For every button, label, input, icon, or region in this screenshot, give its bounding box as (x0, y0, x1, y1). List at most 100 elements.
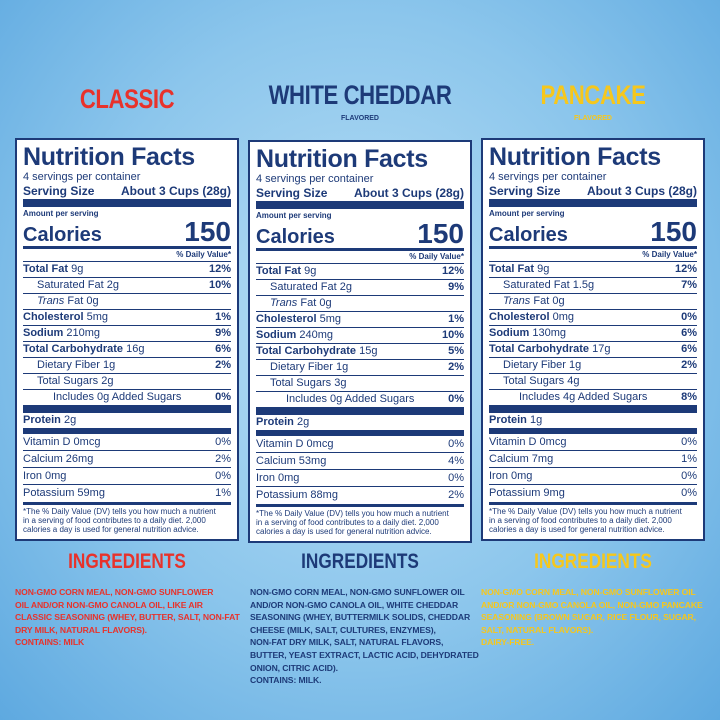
nutrient-dv: 12% (208, 263, 231, 275)
divider (256, 504, 464, 507)
nutrient-row: Total Carbohydrate 16g 6% (23, 341, 231, 357)
nutrient-row: Dietary Fiber 1g 2% (23, 357, 231, 373)
panel-subtitle: FLAVORED (341, 115, 379, 122)
vitamin-row: Potassium 59mg 1% (23, 484, 231, 501)
nutrient-row: Total Carbohydrate 15g 5% (256, 343, 464, 359)
amount-per: Amount per serving (256, 211, 332, 220)
ingredients-heading: INGREDIENTS (534, 550, 652, 573)
nutrient-label: Includes 0g Added Sugars (53, 391, 182, 403)
footnote-line: *The % Daily Value (DV) tells you how mu… (256, 509, 449, 518)
nutrient-label: Sodium (489, 327, 530, 339)
vitamin-name: Potassium 9mg (489, 485, 565, 501)
ingredients-line: NON-FAT DRY MILK, SALT, NATURAL FLAVORS, (250, 637, 444, 648)
nutrient-amount: 2g (296, 416, 310, 428)
dv-header: % Daily Value* (409, 252, 464, 261)
nutrient-name: Sodium 210mg (23, 326, 100, 341)
vitamin-name: Iron 0mg (489, 468, 532, 484)
divider (256, 201, 464, 209)
vitamin-label: Calcium (489, 453, 529, 465)
vitamin-name: Calcium 7mg (489, 451, 553, 467)
calories-row: Calories 150 (256, 220, 464, 249)
vitamin-amount: 53mg (298, 455, 327, 467)
ingredients-heading: INGREDIENTS (301, 550, 419, 573)
vitamin-label: Vitamin D (256, 438, 304, 450)
vitamin-label: Iron (489, 470, 508, 482)
serving-label: Serving Size (489, 184, 561, 198)
divider (256, 430, 464, 436)
serving-value: About 3 Cups (28g) (587, 184, 697, 198)
nutrient-dv: 5% (448, 345, 464, 357)
footnote: *The % Daily Value (DV) tells you how mu… (489, 507, 697, 534)
nutrient-name: Total Fat 9g (489, 262, 549, 277)
nutrient-label: Protein (256, 416, 294, 428)
nutrient-row: Total Fat 9g 12% (489, 261, 697, 277)
nutrient-dv: 10% (441, 329, 464, 341)
ingredients-line: AND/OR NON-GMO CANOLA OIL, WHITE CHEDDAR (250, 599, 459, 610)
nutrient-name: Cholesterol 5mg (256, 312, 341, 327)
nutrient-label: Trans (503, 295, 531, 307)
nutrient-amount: Fat 0g (67, 295, 99, 307)
nutrient-label: Saturated Fat (270, 281, 337, 293)
panel-subtitle: FLAVORED (574, 115, 612, 122)
divider (256, 407, 464, 415)
nutrient-name: Cholesterol 5mg (23, 310, 108, 325)
footnote-line: calories a day is used for general nutri… (256, 527, 432, 536)
divider (256, 248, 464, 251)
ingredients-line: NON-GMO CORN MEAL, NON-GMO SUNFLOWER OIL (250, 587, 465, 597)
vitamin-name: Iron 0mg (23, 468, 66, 484)
vitamin-label: Iron (256, 472, 275, 484)
nutrient-label: Dietary Fiber (37, 359, 100, 371)
nutrient-amount: 130mg (532, 327, 567, 339)
nutrient-row: Includes 0g Added Sugars 0% (23, 389, 231, 405)
nutrient-dv: 9% (215, 327, 231, 339)
nutrient-name: Total Carbohydrate 17g (489, 342, 610, 357)
divider (23, 246, 231, 249)
vitamin-label: Potassium (256, 489, 308, 501)
nutrient-row: Sodium 130mg 6% (489, 325, 697, 341)
vitamin-amount: 0mg (511, 470, 533, 482)
label-heading: Nutrition Facts (23, 143, 195, 171)
nutrient-label: Protein (489, 414, 527, 426)
nutrient-label: Sodium (256, 329, 297, 341)
vitamin-label: Potassium (23, 487, 75, 499)
vitamin-dv: 0% (681, 470, 697, 482)
nutrient-label: Includes 0g Added Sugars (286, 393, 415, 405)
vitamin-row: Iron 0mg 0% (489, 467, 697, 484)
vitamin-row: Calcium 53mg 4% (256, 452, 464, 469)
nutrition-label: Nutrition Facts 4 servings per container S… (248, 140, 472, 543)
footnote-line: in a serving of food contributes to a da… (23, 516, 206, 525)
nutrient-amount: 1.5g (572, 279, 595, 291)
nutrient-row: Total Sugars 3g (256, 375, 464, 391)
nutrient-label: Protein (23, 414, 61, 426)
nutrient-name: Dietary Fiber 1g (23, 358, 115, 373)
nutrient-dv: 6% (681, 343, 697, 355)
nutrient-label: Trans (37, 295, 65, 307)
vitamin-name: Iron 0mg (256, 470, 299, 486)
vitamin-row: Calcium 26mg 2% (23, 450, 231, 467)
nutrition-label: Nutrition Facts 4 servings per container S… (15, 138, 239, 541)
vitamin-label: Calcium (23, 453, 63, 465)
footnote: *The % Daily Value (DV) tells you how mu… (23, 507, 231, 534)
nutrient-label: Trans (270, 297, 298, 309)
nutrient-label: Total Fat (256, 265, 302, 277)
ingredients-heading: INGREDIENTS (68, 550, 186, 573)
calories-row: Calories 150 (23, 218, 231, 247)
nutrient-amount: 1g (336, 361, 349, 373)
nutrient-dv: 0% (681, 311, 697, 323)
divider (489, 246, 697, 249)
nutrient-dv: 9% (448, 281, 464, 293)
vitamin-name: Potassium 88mg (256, 487, 338, 503)
nutrient-label: Total Fat (489, 263, 535, 275)
nutrient-label: Saturated Fat (37, 279, 104, 291)
nutrient-name: Cholesterol 0mg (489, 310, 574, 325)
ingredients-line: NON-GMO CORN MEAL, NON-GMO SUNFLOWER (15, 587, 214, 597)
divider (489, 502, 697, 505)
divider (23, 405, 231, 413)
ingredients-line: SEASONING (BROWN SUGAR, RICE FLOUR, SUGA… (481, 612, 696, 623)
vitamin-dv: 0% (681, 487, 697, 499)
calories-label: Calories (256, 226, 335, 248)
nutrient-label: Total Carbohydrate (256, 345, 357, 357)
servings: 4 servings per container (23, 171, 141, 183)
nutrient-amount: 4g (567, 375, 580, 387)
nutrient-dv: 2% (448, 361, 464, 373)
